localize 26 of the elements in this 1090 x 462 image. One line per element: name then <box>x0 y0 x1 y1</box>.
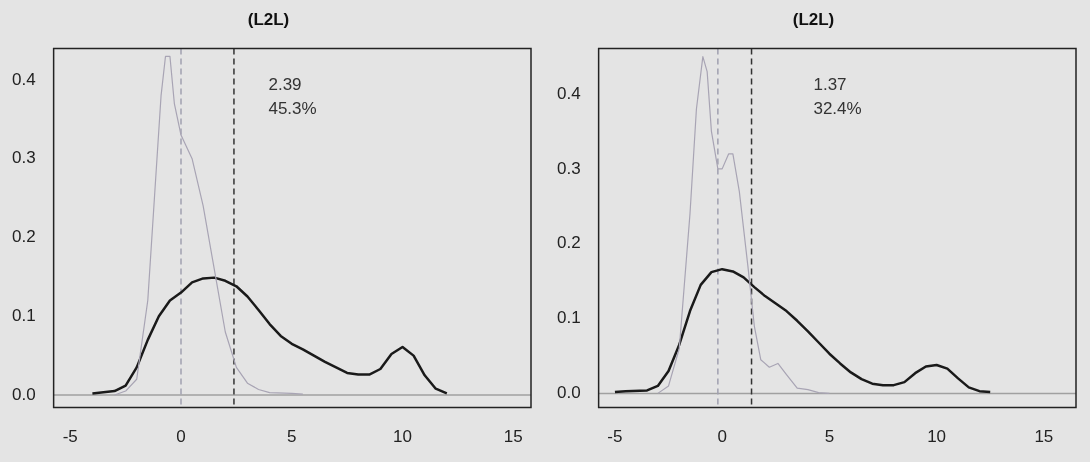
y-tick-label: 0.1 <box>556 308 581 328</box>
x-tick-label: 0 <box>176 427 186 447</box>
x-tick-label: 5 <box>287 427 297 447</box>
x-tick-label: 15 <box>503 427 523 447</box>
x-tick-label: 5 <box>824 427 835 447</box>
x-tick-label: -5 <box>607 427 623 447</box>
y-tick-label: 0.0 <box>11 384 36 404</box>
chart-title: (L2L) <box>792 9 835 29</box>
y-tick-label: 0.1 <box>11 305 36 325</box>
y-tick-label: 0.2 <box>556 233 581 253</box>
x-tick-label: -5 <box>62 427 78 447</box>
x-tick-label: 0 <box>717 427 727 447</box>
y-tick-label: 0.4 <box>11 69 36 89</box>
y-tick-label: 0.0 <box>556 383 581 403</box>
annotation: 1.37 <box>813 74 847 94</box>
y-tick-label: 0.2 <box>11 227 36 247</box>
y-tick-label: 0.3 <box>556 158 581 178</box>
x-tick-label: 10 <box>393 427 412 447</box>
chart-title: (L2L) <box>247 9 290 29</box>
x-tick-label: 15 <box>1034 427 1054 447</box>
annotation: 45.3% <box>268 98 317 118</box>
y-tick-label: 0.4 <box>556 83 581 103</box>
annotation: 2.39 <box>268 74 302 94</box>
annotation: 32.4% <box>813 98 862 118</box>
y-tick-label: 0.3 <box>11 148 36 168</box>
x-tick-label: 10 <box>927 427 947 447</box>
